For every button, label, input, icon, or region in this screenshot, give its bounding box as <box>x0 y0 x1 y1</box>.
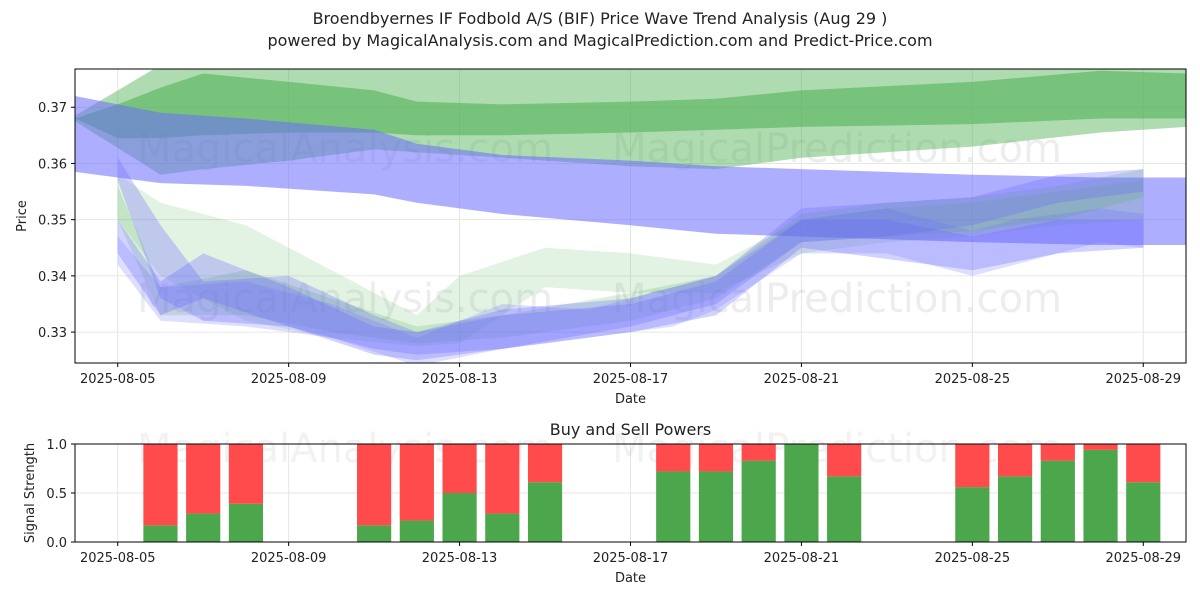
wave-band-blue <box>117 208 1144 363</box>
y-tick-label: 0.0 <box>46 536 67 551</box>
wave-band-green <box>75 70 1186 139</box>
x-tick-label: 2025-08-09 <box>251 372 327 387</box>
sell-bar <box>399 444 434 521</box>
wave-band-blue <box>117 157 1144 355</box>
wave-band-blue <box>75 96 1186 245</box>
sell-bar <box>357 444 392 526</box>
buy-bar <box>399 520 434 542</box>
x-tick-label: 2025-08-21 <box>764 372 840 387</box>
sell-bar <box>228 444 264 504</box>
wave-band-green <box>117 169 1144 344</box>
y-axis-label: Price <box>15 200 30 232</box>
sell-bar <box>1040 444 1075 461</box>
watermark-text: MagicalPrediction.com <box>612 276 1062 322</box>
chart-subtitle: powered by MagicalAnalysis.com and Magic… <box>267 31 933 50</box>
chart-title: Broendbyernes IF Fodbold A/S (BIF) Price… <box>312 9 888 28</box>
sell-bar <box>485 444 520 514</box>
x-tick-label: 2025-08-17 <box>593 372 669 387</box>
sell-bar <box>997 444 1033 477</box>
wave-band-green <box>117 174 1144 347</box>
y-tick-label: 0.33 <box>38 326 67 341</box>
x-tick-label: 2025-08-17 <box>593 551 669 566</box>
x-tick-label: 2025-08-05 <box>80 551 156 566</box>
buy-bar <box>186 513 221 542</box>
y-tick-label: 0.35 <box>38 214 67 229</box>
sell-bar <box>186 444 221 514</box>
sell-bar <box>741 444 776 461</box>
buy-bar <box>228 503 264 542</box>
buy-bar <box>442 493 477 542</box>
y-tick-label: 0.5 <box>46 487 67 502</box>
wave-band-blue <box>117 219 1144 361</box>
x-tick-label: 2025-08-09 <box>251 551 327 566</box>
y-tick-label: 0.36 <box>38 157 67 172</box>
buy-bar <box>784 444 819 542</box>
sell-bar <box>827 444 862 477</box>
x-tick-label: 2025-08-13 <box>422 551 498 566</box>
sell-bar <box>955 444 990 488</box>
sell-bar <box>656 444 691 472</box>
buy-bar <box>698 471 734 542</box>
buy-bar <box>1040 460 1075 542</box>
sell-bar <box>698 444 734 472</box>
signal-chart-title: Buy and Sell Powers <box>550 420 712 439</box>
buy-bar <box>955 487 990 542</box>
x-tick-label: 2025-08-21 <box>764 551 840 566</box>
sell-bar <box>143 444 178 526</box>
sell-bar <box>1083 444 1118 450</box>
sell-bar <box>1126 444 1161 483</box>
y-tick-label: 0.37 <box>38 101 67 116</box>
x-tick-label: 2025-08-29 <box>1105 372 1181 387</box>
buy-bar <box>997 476 1033 542</box>
x-axis-label: Date <box>615 571 646 586</box>
y-tick-label: 1.0 <box>46 438 67 453</box>
buy-bar <box>656 471 691 542</box>
buy-bar <box>741 460 776 542</box>
watermark-text: MagicalPrediction.com <box>612 126 1062 172</box>
x-axis-label: Date <box>615 392 646 407</box>
y-tick-label: 0.34 <box>38 270 67 285</box>
sell-bar <box>442 444 477 493</box>
x-tick-label: 2025-08-25 <box>935 372 1011 387</box>
buy-bar <box>827 476 862 542</box>
buy-bar <box>1083 449 1118 542</box>
buy-bar <box>357 525 392 542</box>
buy-bar <box>143 525 178 542</box>
buy-bar <box>1126 482 1161 542</box>
x-tick-label: 2025-08-25 <box>935 551 1011 566</box>
x-tick-label: 2025-08-13 <box>422 372 498 387</box>
x-tick-label: 2025-08-05 <box>80 372 156 387</box>
sell-bar <box>527 444 563 483</box>
buy-bar <box>485 513 520 542</box>
y-axis-label: Signal Strength <box>23 443 38 543</box>
x-tick-label: 2025-08-29 <box>1105 551 1181 566</box>
buy-bar <box>527 482 563 542</box>
watermark-text: MagicalAnalysis.com <box>137 276 553 322</box>
